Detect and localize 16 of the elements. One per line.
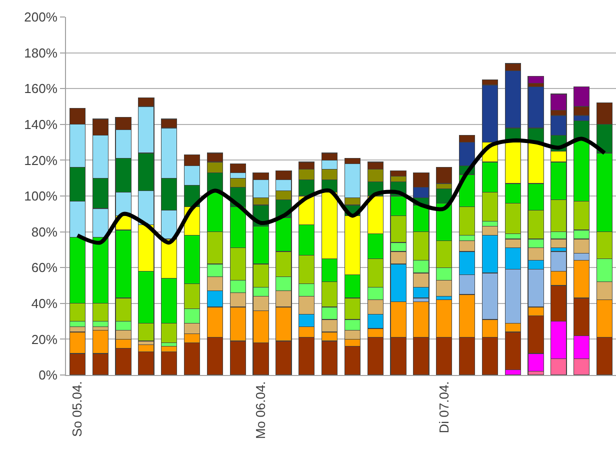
y-tick-label: 100% bbox=[24, 188, 58, 204]
y-tick-label: 40% bbox=[31, 296, 58, 311]
y-tick-label: 160% bbox=[24, 81, 58, 96]
y-tick-label: 20% bbox=[31, 332, 58, 347]
line-series bbox=[75, 136, 607, 245]
y-tick-label: 140% bbox=[24, 116, 58, 132]
y-tick-label: 120% bbox=[24, 152, 58, 168]
x-tick-label: Mo 06.04. bbox=[253, 381, 268, 440]
y-tick-label: 60% bbox=[31, 260, 58, 276]
bar bbox=[528, 76, 544, 84]
y-tick-label: 80% bbox=[31, 224, 58, 240]
x-tick-label: So 05.04. bbox=[70, 381, 85, 437]
y-tick-label: 0% bbox=[38, 368, 58, 383]
y-tick-label: 200% bbox=[24, 10, 58, 25]
x-tick-label: Di 07.04. bbox=[436, 381, 452, 434]
y-tick-label: 180% bbox=[24, 45, 58, 60]
